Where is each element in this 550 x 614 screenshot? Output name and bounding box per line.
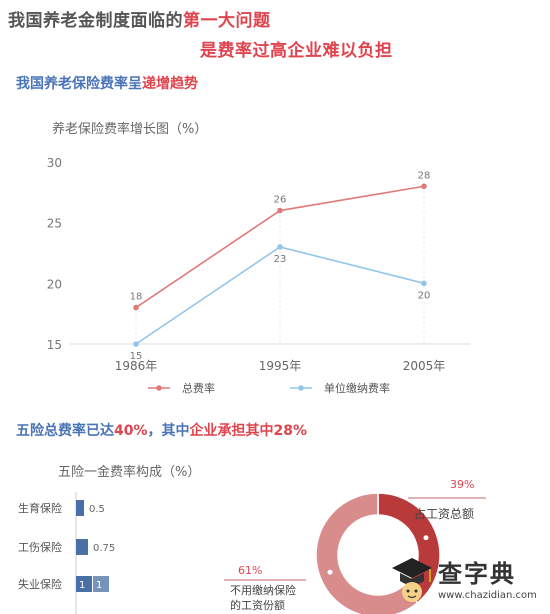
watermark-url: www.chazidian.com	[438, 590, 537, 601]
donut-value-label: 39%	[450, 478, 474, 491]
bar-chart-title: 五险一金费率构成（%）	[58, 465, 201, 480]
line-chart-labels: 18 26 28 15 23 20	[130, 170, 431, 362]
donut-slice-label: 不用缴纳保险	[230, 583, 296, 597]
data-label: 28	[418, 170, 431, 181]
donut-marker	[423, 535, 429, 541]
donut-slice	[315, 492, 419, 614]
data-point	[133, 341, 139, 347]
bar	[76, 539, 88, 555]
y-tick-label: 20	[47, 277, 62, 291]
data-point	[277, 244, 283, 250]
bar-value-label: 1	[96, 580, 102, 591]
bar-category-label: 生育保险	[18, 501, 62, 515]
legend-label: 单位缴纳费率	[324, 381, 390, 395]
watermark-title: 查字典	[438, 560, 516, 588]
donut-slice-label: 的工资份额	[230, 598, 285, 612]
section2-heading-prefix: 五险总费率已达	[16, 423, 114, 439]
section2-heading-highlight1: 40%	[114, 423, 148, 439]
line-chart-legend: 总费率 单位缴纳费率	[148, 381, 390, 395]
data-label: 20	[418, 290, 431, 301]
section2-heading: 五险总费率已达40%，其中企业承担其中28%	[16, 420, 307, 440]
data-point	[133, 304, 139, 311]
y-tick-label: 15	[47, 338, 62, 352]
y-tick-label: 25	[47, 217, 62, 231]
section1-heading: 我国养老保险费率呈递增趋势	[16, 73, 198, 93]
composition-chart: 生育保险 0.5 工伤保险 0.75 失业保险 1 1 39% 占工资总额 61% 不用缴纳保险的…	[18, 478, 486, 614]
donut-slice-label: 占工资总额	[414, 506, 474, 521]
x-tick-label: 2005年	[403, 359, 446, 373]
line-chart-title: 养老保险费率增长图（%）	[52, 122, 208, 137]
data-label: 26	[274, 195, 287, 206]
chazidian-logo: 查字典 www.chazidian.com	[390, 554, 540, 610]
x-tick-label: 1986年	[115, 359, 158, 373]
bar-value-label: 0.5	[89, 504, 105, 515]
donut-marker	[327, 569, 333, 575]
bar-value-label: 0.75	[93, 543, 115, 554]
bar-chart-bars: 生育保险 0.5 工伤保险 0.75 失业保险 1 1	[18, 492, 115, 614]
headline-line1: 我国养老金制度面临的第一大问题	[8, 6, 271, 31]
legend-swatch-dot	[298, 385, 304, 391]
headline-highlight: 第一大问题	[183, 11, 271, 31]
line-chart-yticks: 15 20 25 30	[47, 156, 62, 352]
donut-slice	[377, 492, 441, 604]
x-tick-label: 1995年	[259, 359, 302, 373]
line-chart: 18 26 28 15 23 20 15 20 25 30 1986年 1995年 2005年 总费…	[47, 156, 470, 395]
legend-swatch-dot	[156, 385, 162, 391]
bar-category-label: 工伤保险	[18, 540, 62, 554]
bar	[76, 500, 84, 516]
data-label: 23	[274, 254, 287, 265]
section2-heading-middle: ，其中	[147, 423, 190, 439]
data-point	[421, 280, 427, 287]
bar-category-label: 失业保险	[18, 577, 62, 591]
data-point	[277, 207, 283, 214]
legend-label: 总费率	[182, 381, 215, 395]
headline-prefix: 我国养老金制度面临的	[8, 11, 183, 31]
data-label: 15	[130, 351, 143, 362]
line-chart-points	[133, 183, 427, 347]
data-point	[421, 183, 427, 190]
section2-heading-highlight2: 企业承担其中28%	[189, 423, 308, 439]
donut-value-label: 61%	[238, 564, 262, 577]
line-chart-xticks: 1986年 1995年 2005年	[115, 359, 446, 373]
line-chart-guides	[135, 186, 425, 344]
bar-value-label: 1	[79, 580, 85, 591]
section1-heading-prefix: 我国养老保险费率呈	[16, 76, 142, 92]
bar	[93, 576, 109, 592]
graduation-cap-icon	[392, 558, 432, 602]
data-label: 18	[130, 292, 143, 303]
y-tick-label: 30	[47, 156, 62, 170]
headline-line2: 是费率过高企业难以负担	[200, 41, 393, 61]
section1-heading-highlight: 递增趋势	[142, 76, 198, 92]
bar	[76, 576, 92, 592]
